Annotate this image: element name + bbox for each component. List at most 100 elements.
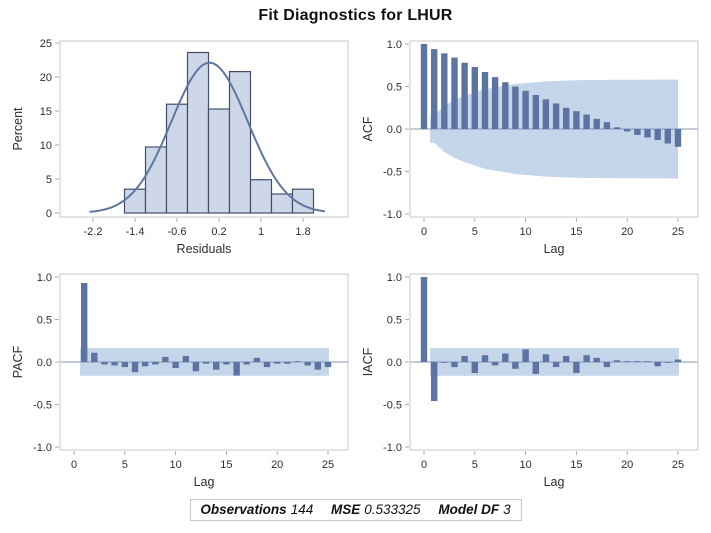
correlation-bar (182, 356, 189, 362)
correlation-bar (324, 362, 332, 368)
correlation-bar (613, 127, 621, 129)
stat-observations-value: 144 (290, 502, 314, 517)
correlation-bar (593, 357, 600, 363)
y-tick-label: -0.5 (33, 400, 52, 412)
acf-panel: 0 5 10 15 20 25 1.0 0.5 0.0 -0.5 -1.0 Lag ACF (358, 33, 710, 265)
x-tick-label: 25 (672, 459, 684, 471)
correlation-bar (491, 77, 499, 129)
correlation-bar (664, 129, 671, 144)
correlation-bar (192, 362, 200, 372)
correlation-bar (111, 362, 118, 366)
correlation-bar (233, 362, 240, 376)
correlation-bar (441, 53, 448, 129)
x-tick-label: -2.2 (84, 226, 103, 238)
correlation-bar (471, 362, 478, 373)
x-tick-label: 0.2 (211, 226, 226, 238)
correlation-bar (172, 362, 179, 368)
correlation-bar (451, 362, 458, 368)
iacf-plot-axes: 0 5 10 15 20 25 1.0 0.5 0.0 -0.5 -1.0 Lag IACF (361, 272, 684, 489)
x-axis-title: Residuals (177, 242, 232, 256)
acf-plot-bars (420, 44, 682, 147)
correlation-bar (213, 362, 220, 370)
histogram-bar (228, 70, 252, 214)
correlation-bar (532, 362, 539, 374)
stat-mse: MSE 0.533325 (331, 502, 421, 517)
correlation-bar (461, 62, 468, 130)
x-tick-label: -0.6 (168, 226, 187, 238)
residual-histogram-bars (123, 51, 315, 214)
histogram-bar (186, 51, 210, 214)
plot-border (59, 40, 349, 218)
pacf-plot-bars (81, 283, 332, 376)
y-tick-label: 0.5 (387, 82, 402, 94)
y-tick-label: -0.5 (383, 400, 402, 412)
plot-border (409, 40, 699, 218)
correlation-bar (101, 362, 108, 365)
correlation-bar (284, 362, 291, 364)
y-tick-label: 0 (46, 208, 52, 220)
correlation-bar (542, 354, 550, 362)
x-tick-label: 15 (570, 226, 582, 238)
correlation-bar (481, 72, 489, 129)
correlation-bar (223, 362, 230, 365)
x-axis-title: Lag (194, 475, 215, 489)
correlation-bar (253, 357, 261, 363)
y-tick-label: 0.5 (37, 315, 52, 327)
x-axis-title: Lag (544, 475, 565, 489)
histogram-bar (123, 188, 147, 214)
correlation-bar (202, 362, 210, 364)
histogram-bar (207, 108, 231, 214)
stat-observations-label: Observations (200, 502, 287, 517)
correlation-bar (471, 67, 478, 129)
plot-border (59, 273, 349, 451)
correlation-bar (512, 86, 519, 129)
correlation-bar (451, 57, 458, 129)
normal-curve (89, 61, 325, 213)
correlation-bar (512, 362, 519, 369)
y-axis-title: Percent (11, 107, 25, 151)
y-tick-label: 0.0 (37, 357, 52, 369)
y-tick-label: 10 (40, 140, 52, 152)
correlation-bar (552, 103, 560, 129)
correlation-bar (542, 99, 550, 130)
y-tick-label: 0.5 (387, 315, 402, 327)
correlation-bar (431, 49, 438, 129)
correlation-bar (593, 118, 600, 129)
correlation-bar (91, 352, 98, 362)
stat-model-df-label: Model DF (438, 502, 500, 517)
x-tick-label: 5 (472, 459, 478, 471)
x-tick-label: 5 (472, 226, 478, 238)
acf-plot-svg: 0 5 10 15 20 25 1.0 0.5 0.0 -0.5 -1.0 Lag ACF (361, 39, 699, 256)
correlation-bar (304, 362, 311, 366)
correlation-bar (502, 82, 509, 129)
correlation-bar (573, 111, 580, 129)
correlation-bar (420, 277, 428, 362)
plot-border (409, 273, 699, 451)
x-axis-title: Lag (544, 242, 565, 256)
correlation-bar (613, 360, 621, 362)
y-tick-label: 25 (40, 38, 52, 50)
correlation-bar (274, 362, 281, 364)
x-tick-label: 15 (570, 459, 582, 471)
x-tick-label: 20 (271, 459, 283, 471)
y-axis-title: ACF (361, 116, 375, 141)
x-tick-label: 5 (122, 459, 128, 471)
stat-mse-label: MSE (330, 502, 361, 517)
correlation-bar (152, 362, 159, 365)
acf-plot-axes: 0 5 10 15 20 25 1.0 0.5 0.0 -0.5 -1.0 Lag ACF (361, 39, 684, 256)
y-tick-label: 0.0 (387, 124, 402, 136)
y-tick-label: 15 (40, 106, 52, 118)
correlation-bar (314, 362, 321, 370)
correlation-bar (603, 362, 611, 368)
correlation-bar (420, 44, 428, 129)
histogram-bar (249, 179, 273, 214)
correlation-bar (624, 361, 631, 362)
correlation-bar (563, 107, 570, 130)
y-tick-label: 0.0 (387, 357, 402, 369)
correlation-bar (674, 359, 682, 362)
x-tick-label: -1.4 (126, 226, 145, 238)
correlation-bar (491, 362, 499, 366)
stat-model-df-value: 3 (503, 502, 511, 517)
correlation-bar (481, 355, 489, 362)
